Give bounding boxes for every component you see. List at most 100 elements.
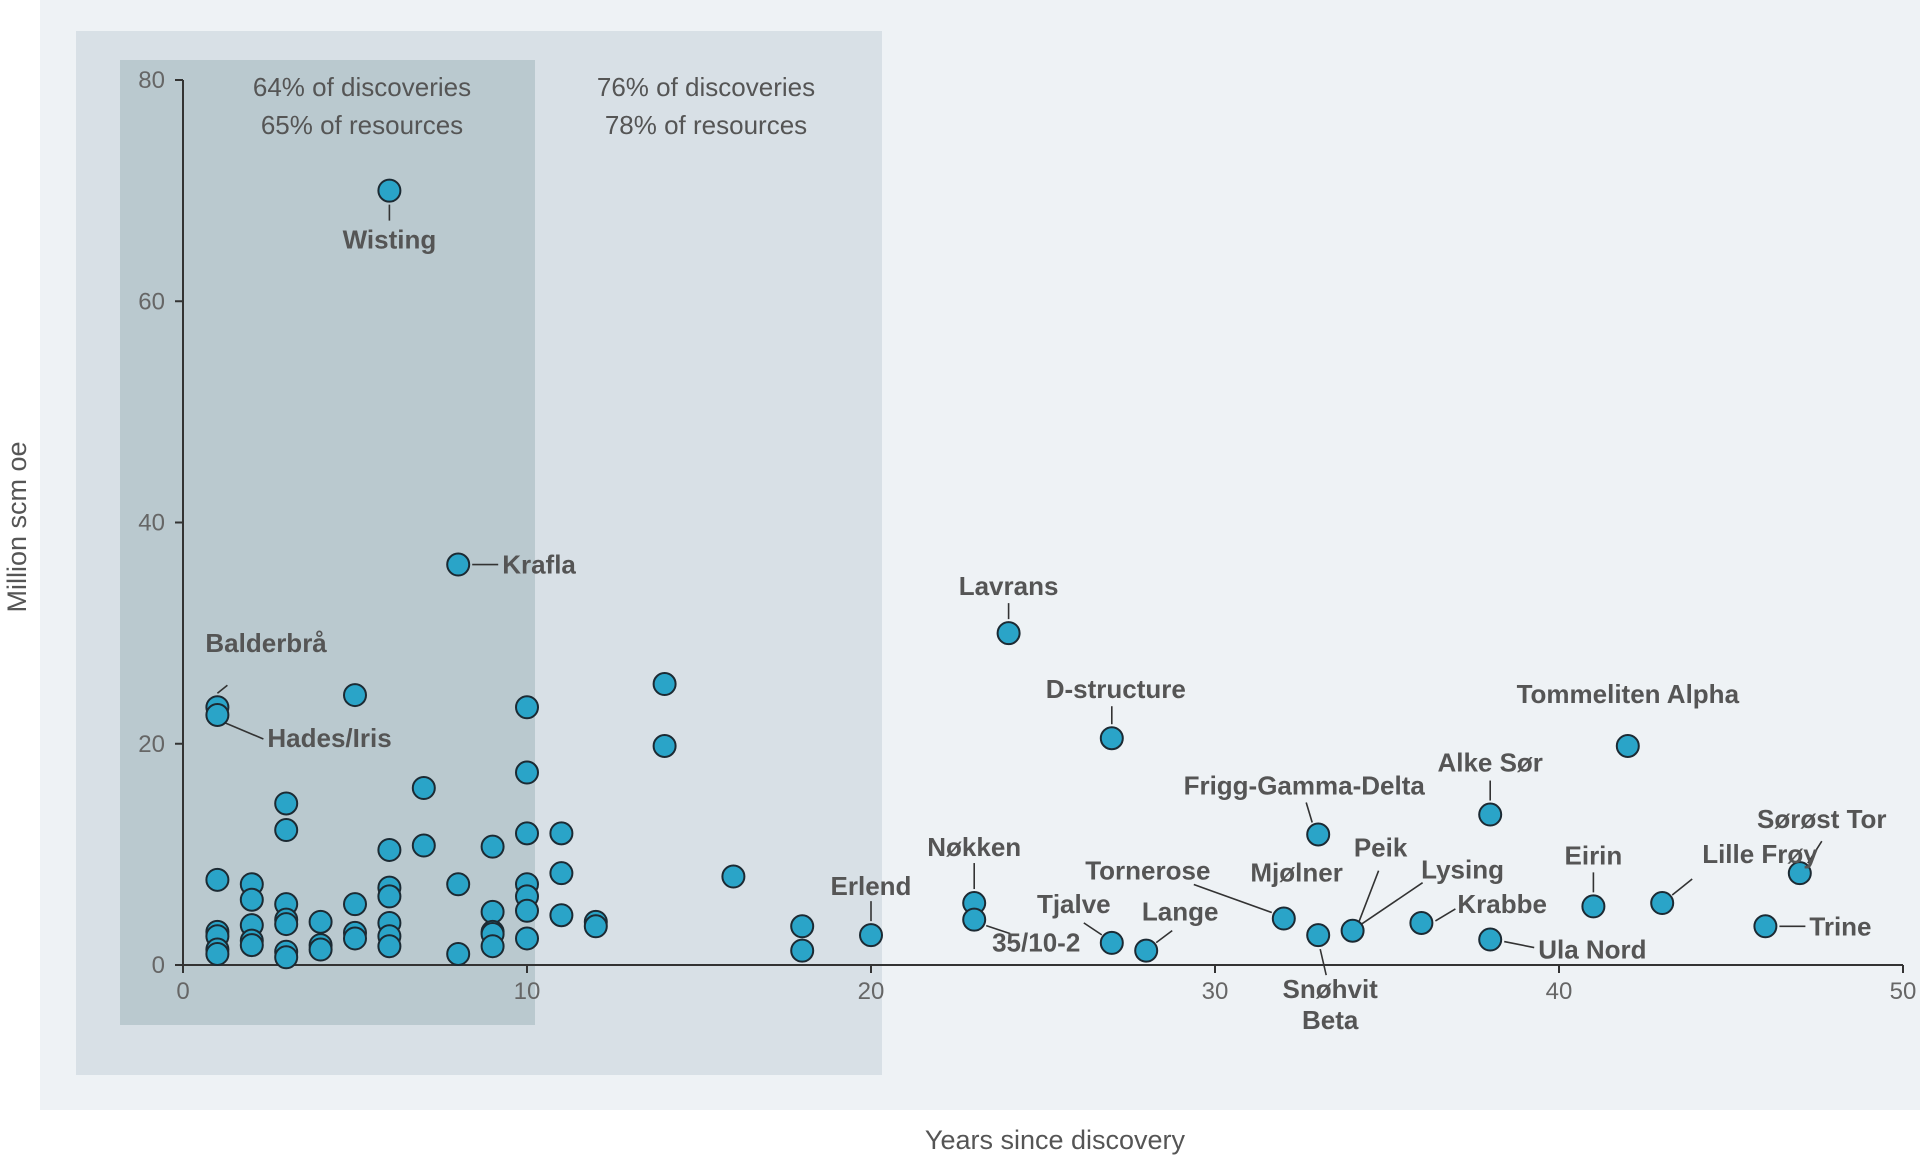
- data-point: [205, 941, 230, 966]
- data-point: [549, 861, 574, 886]
- data-point: [343, 683, 367, 708]
- point-label: Erlend: [831, 871, 912, 901]
- label-leader-line: [1305, 802, 1313, 823]
- point-label: Sørøst Tor: [1757, 804, 1887, 834]
- label-leader-line: [1671, 878, 1693, 896]
- x-tick-label: 50: [1890, 978, 1917, 1005]
- x-tick-label: 40: [1546, 978, 1573, 1005]
- data-point: [652, 733, 677, 758]
- data-point: [515, 926, 539, 951]
- point-label: Wisting: [343, 225, 437, 255]
- point-labels: Balderbrå Hades/Iris Wisting Krafla Erlend Nø…: [205, 225, 1886, 1036]
- point-label: Tommeliten Alpha: [1517, 679, 1740, 709]
- label-leader-lines: [216, 204, 1823, 976]
- data-point: [1615, 733, 1640, 758]
- inner-region-note-line2: 65% of resources: [261, 110, 463, 140]
- x-tick-label: 0: [176, 978, 189, 1005]
- point-label: Beta: [1302, 1005, 1359, 1035]
- data-point: [1409, 910, 1434, 935]
- data-point: [411, 776, 436, 800]
- data-point: [308, 909, 333, 934]
- label-leader-line: [1434, 908, 1456, 922]
- data-point: [996, 621, 1021, 646]
- data-point: [377, 178, 402, 203]
- label-leader-line: [1504, 940, 1535, 949]
- label-leader-line: [985, 924, 1011, 935]
- data-point: [274, 945, 299, 970]
- point-label: Alke Sør: [1437, 748, 1543, 778]
- point-label: Mjølner: [1250, 858, 1342, 888]
- point-label: Nøkken: [927, 832, 1021, 862]
- y-ticks: 0 20 40 60 80: [138, 67, 183, 979]
- data-point: [549, 903, 574, 928]
- data-point: [790, 914, 815, 939]
- y-tick-label: 40: [138, 510, 165, 537]
- data-point: [480, 899, 505, 924]
- outer-region-note-line2: 78% of resources: [605, 110, 807, 140]
- label-leader-line: [1807, 840, 1823, 864]
- data-point: [1753, 914, 1778, 939]
- data-point: [1099, 726, 1124, 751]
- data-point: [549, 821, 574, 846]
- label-leader-line: [216, 684, 228, 694]
- point-label: Balderbrå: [205, 628, 327, 658]
- y-tick-label: 60: [138, 288, 165, 315]
- data-point: [446, 552, 471, 577]
- data-point: [308, 937, 333, 962]
- inner-region-0-10-years: [120, 60, 535, 1025]
- point-label: Krafla: [502, 550, 576, 580]
- label-leader-line: [1360, 882, 1424, 926]
- label-leader-line: [1319, 948, 1327, 976]
- data-point: [446, 872, 471, 897]
- point-label: 35/10-2: [992, 928, 1080, 958]
- x-tick-label: 30: [1202, 978, 1229, 1005]
- data-point: [515, 695, 539, 720]
- label-leader-line: [1193, 883, 1273, 914]
- x-ticks: 0 10 20 30 40 50: [176, 965, 1916, 1005]
- data-point: [1478, 927, 1503, 952]
- point-label: Lange: [1142, 897, 1219, 927]
- point-label: D-structure: [1046, 674, 1186, 704]
- data-point: [274, 791, 299, 816]
- data-point: [411, 833, 436, 858]
- data-point: [480, 934, 505, 959]
- point-label: Tornerose: [1085, 856, 1210, 886]
- data-point: [205, 867, 230, 892]
- data-point: [859, 923, 883, 948]
- point-label: Tjalve: [1037, 889, 1111, 919]
- label-leader-line: [1357, 870, 1380, 923]
- label-leader-line: [1155, 929, 1173, 944]
- data-point: [446, 941, 471, 966]
- data-point: [583, 914, 608, 939]
- data-point: [480, 834, 505, 859]
- data-point: [377, 837, 402, 862]
- point-label: Peik: [1354, 833, 1408, 863]
- data-point: [652, 672, 677, 697]
- x-tick-label: 20: [858, 978, 885, 1005]
- data-point: [274, 818, 299, 843]
- data-point: [274, 912, 299, 937]
- data-point: [1306, 822, 1331, 847]
- data-point: [343, 892, 367, 917]
- label-leader-line: [1083, 922, 1103, 936]
- data-point: [377, 934, 402, 959]
- data-point: [1306, 923, 1331, 948]
- y-tick-label: 20: [138, 731, 165, 758]
- data-point: [1340, 918, 1365, 943]
- data-point: [1478, 802, 1503, 827]
- data-point: [205, 702, 230, 727]
- data-point: [239, 933, 264, 958]
- data-point: [1581, 894, 1606, 919]
- data-point: [1134, 938, 1159, 963]
- data-point: [1099, 930, 1124, 955]
- label-leader-line: [225, 722, 264, 740]
- data-point: [515, 760, 539, 785]
- x-axis-label: Years since discovery: [925, 1125, 1186, 1155]
- y-tick-label: 80: [138, 67, 165, 94]
- point-label: Trine: [1809, 911, 1871, 941]
- point-label: Ula Nord: [1538, 935, 1646, 965]
- point-label: Frigg-Gamma-Delta: [1184, 770, 1426, 800]
- x-tick-label: 10: [514, 978, 541, 1005]
- y-axis-label: Million scm oe: [2, 441, 32, 612]
